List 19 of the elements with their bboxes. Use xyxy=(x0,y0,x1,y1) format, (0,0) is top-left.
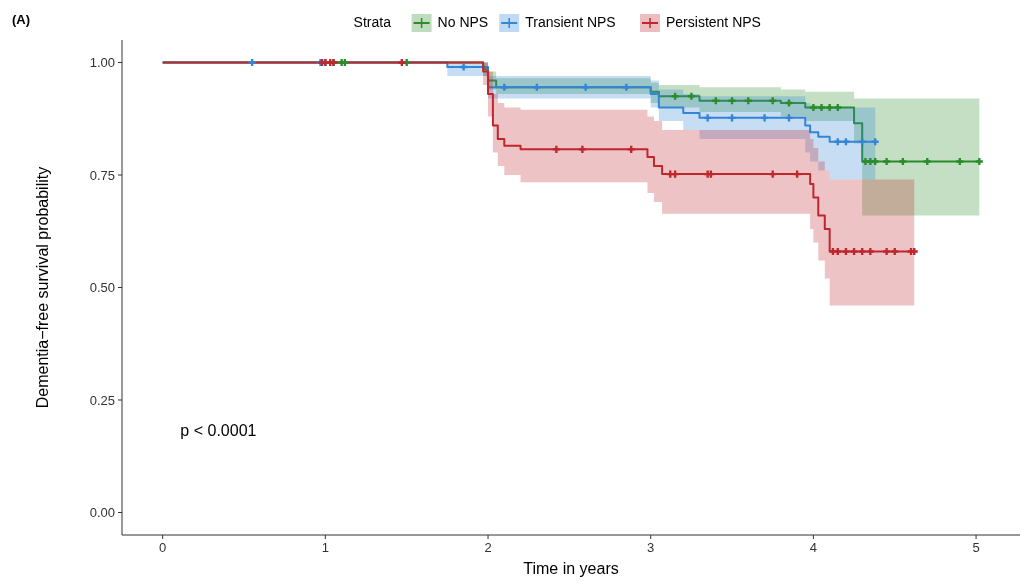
x-axis-title: Time in years xyxy=(523,560,619,577)
y-tick-label: 0.75 xyxy=(89,167,115,183)
x-tick-label: 2 xyxy=(484,540,492,555)
y-tick-label: 0.00 xyxy=(89,505,115,520)
x-tick-label: 3 xyxy=(647,540,655,555)
y-tick-label: 0.25 xyxy=(89,392,115,408)
legend-title: Strata xyxy=(353,14,392,30)
annotation: p < 0.0001 xyxy=(180,422,257,439)
legend-label: Transient NPS xyxy=(525,14,616,30)
legend-label: Persistent NPS xyxy=(666,14,761,30)
x-tick-label: 1 xyxy=(321,540,329,555)
y-tick-label: 1.00 xyxy=(89,55,115,70)
x-tick-label: 0 xyxy=(159,540,167,555)
legend-label: No NPS xyxy=(437,14,489,30)
x-tick-label: 5 xyxy=(972,540,980,555)
chart-title: (A) xyxy=(12,12,31,27)
x-tick-label: 4 xyxy=(809,540,818,555)
y-axis-title: Dementia−free survival probability xyxy=(34,166,51,409)
y-tick-label: 0.50 xyxy=(89,280,115,295)
